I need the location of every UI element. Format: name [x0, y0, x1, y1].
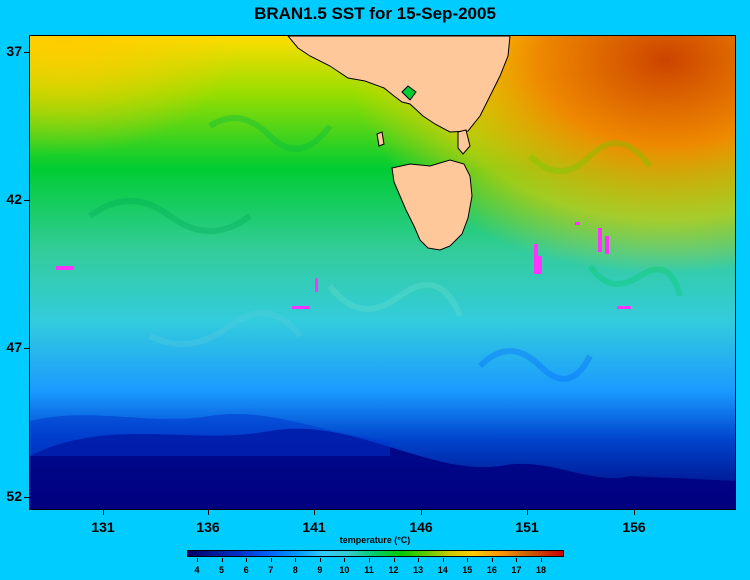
- x-tick: [314, 510, 315, 515]
- colorbar: [187, 550, 564, 557]
- y-tick: [24, 52, 29, 53]
- y-label-47: 47: [6, 339, 22, 355]
- colorbar-title: temperature (°C): [339, 535, 411, 545]
- colorbar-tick: [344, 558, 346, 562]
- x-tick: [634, 510, 635, 515]
- colorbar-label: 18: [535, 565, 546, 575]
- x-label-146: 146: [409, 519, 433, 535]
- colorbar-label: 10: [339, 565, 350, 575]
- colorbar-tick: [295, 558, 297, 562]
- colorbar-label: 17: [511, 565, 522, 575]
- x-tick: [103, 510, 104, 515]
- colorbar-tick: [270, 558, 272, 562]
- colorbar-tick: [516, 558, 518, 562]
- x-label-131: 131: [91, 519, 115, 535]
- colorbar-label: 8: [292, 565, 298, 575]
- colorbar-tick: [393, 558, 395, 562]
- colorbar-tick: [369, 558, 370, 562]
- x-label-151: 151: [515, 519, 539, 535]
- y-label-42: 42: [6, 191, 22, 207]
- x-tick: [208, 510, 209, 515]
- x-tick: [421, 510, 422, 515]
- colorbar-tick: [541, 558, 542, 562]
- colorbar-label: 13: [413, 565, 424, 575]
- x-label-156: 156: [622, 519, 646, 535]
- colorbar-tick: [319, 558, 321, 562]
- y-tick: [24, 348, 29, 349]
- colorbar-label: 16: [486, 565, 497, 575]
- y-label-52: 52: [6, 488, 22, 504]
- colorbar-label: 4: [194, 565, 200, 575]
- colorbar-label: 14: [437, 565, 448, 575]
- colorbar-tick: [246, 558, 248, 562]
- colorbar-tick: [197, 558, 198, 562]
- colorbar-label: 7: [268, 565, 274, 575]
- colorbar-tick: [442, 558, 444, 562]
- colorbar-label: 5: [219, 565, 225, 575]
- colorbar-label: 12: [388, 565, 399, 575]
- colorbar-label: 6: [243, 565, 249, 575]
- colorbar-label: 15: [462, 565, 473, 575]
- y-tick: [24, 497, 29, 498]
- colorbar-tick: [418, 558, 420, 562]
- y-tick: [24, 200, 29, 201]
- y-label-37: 37: [6, 43, 22, 59]
- colorbar-tick: [221, 558, 223, 562]
- x-tick: [527, 510, 528, 515]
- map-title: BRAN1.5 SST for 15-Sep-2005: [254, 4, 496, 23]
- colorbar-label: 11: [364, 565, 374, 575]
- sst-map: [29, 35, 736, 510]
- x-label-136: 136: [196, 519, 220, 535]
- colorbar-label: 9: [317, 565, 323, 575]
- colorbar-tick: [491, 558, 493, 562]
- x-label-141: 141: [302, 519, 326, 535]
- colorbar-tick: [467, 558, 469, 562]
